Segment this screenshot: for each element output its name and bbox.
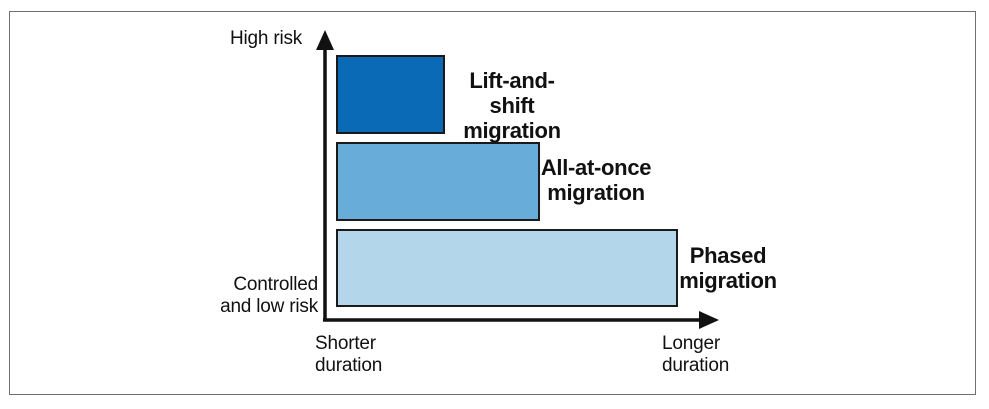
y-axis-bottom-label: Controlled and low risk [220, 274, 318, 317]
y-axis-arrowhead [316, 30, 334, 50]
bar-label-lift-and-shift: Lift-and-shift migration [463, 68, 561, 143]
y-axis-top-label: High risk [230, 28, 303, 49]
x-axis-right-label: Longer duration [662, 333, 730, 376]
x-axis-left-label: Shorter duration [315, 333, 383, 376]
x-axis-arrowhead [699, 311, 719, 329]
bar-label-all-at-once: All-at-once migration [540, 155, 652, 205]
bar-lift-and-shift [336, 55, 445, 134]
figure-frame [9, 11, 976, 395]
bar-all-at-once [336, 142, 540, 221]
bar-phased [336, 229, 678, 307]
bar-label-phased: Phased migration [679, 243, 777, 293]
